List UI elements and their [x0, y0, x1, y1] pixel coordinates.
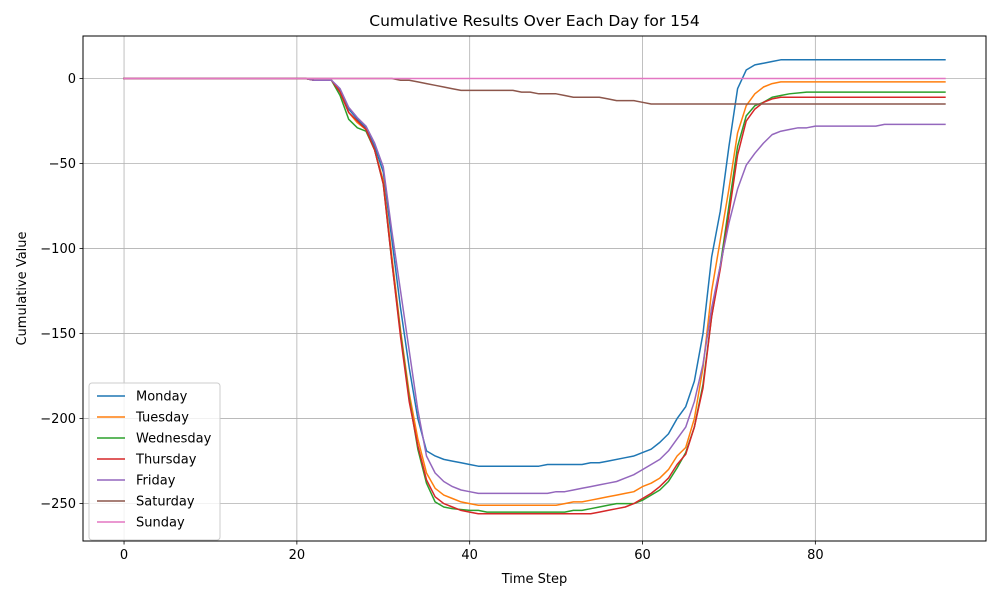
x-tick-label: 40 [461, 548, 478, 563]
x-axis-label: Time Step [501, 572, 568, 587]
legend-label-sunday: Sunday [136, 516, 185, 531]
x-tick-label: 80 [807, 548, 824, 563]
axis-ticks: 0 20 40 60 80 0 −50 −100 −150 −200 −250 [40, 72, 823, 563]
series-lines [123, 59, 946, 515]
y-tick-label: −100 [40, 242, 76, 257]
series-line-monday [123, 59, 946, 467]
y-tick-label: 0 [68, 72, 76, 87]
legend-label-monday: Monday [136, 390, 188, 405]
x-tick-label: 0 [120, 548, 128, 563]
series-line-wednesday [123, 77, 946, 513]
plot-frame [82, 35, 987, 542]
legend-label-saturday: Saturday [136, 495, 195, 510]
legend-label-thursday: Thursday [135, 453, 197, 468]
series-line-friday [123, 77, 946, 495]
x-tick-label: 20 [289, 548, 306, 563]
y-axis-label: Cumulative Value [15, 231, 30, 345]
y-tick-label: −250 [40, 497, 76, 512]
x-tick-label: 60 [634, 548, 651, 563]
series-line-thursday [123, 77, 946, 515]
legend-label-wednesday: Wednesday [136, 432, 212, 447]
y-tick-label: −150 [40, 327, 76, 342]
series-line-tuesday [123, 77, 946, 507]
legend-label-tuesday: Tuesday [135, 411, 189, 426]
series-line-saturday [123, 77, 946, 105]
chart-title: Cumulative Results Over Each Day for 154 [369, 12, 699, 30]
legend: Monday Tuesday Wednesday Thursday Friday Satu… [88, 382, 221, 541]
y-tick-label: −50 [49, 157, 76, 172]
legend-label-friday: Friday [136, 474, 176, 489]
y-tick-label: −200 [40, 412, 76, 427]
